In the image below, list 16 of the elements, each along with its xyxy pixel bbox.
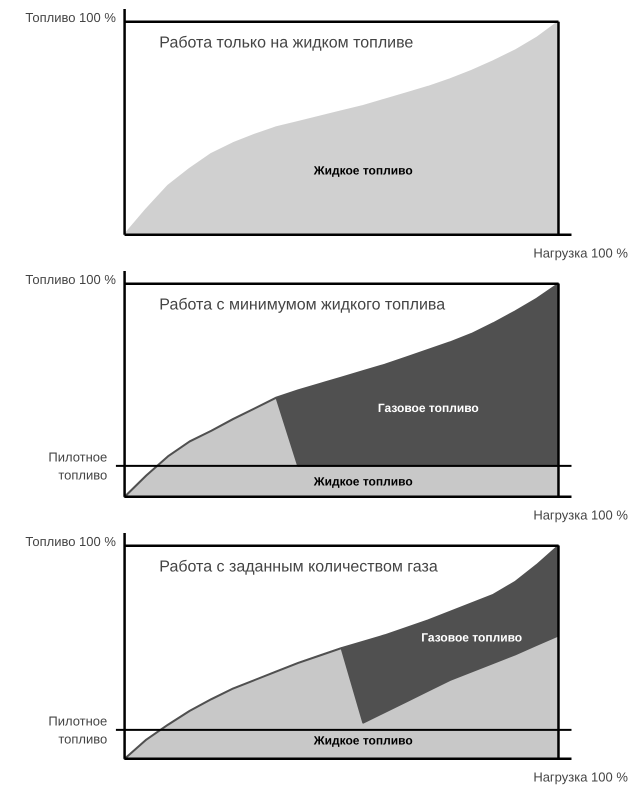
series-label: Жидкое топливо xyxy=(312,474,413,488)
ref-line-label: Пилотное топливо xyxy=(48,713,108,746)
x-axis-title: Нагрузка 100 % xyxy=(533,507,628,522)
y-axis-title: Топливо 100 % xyxy=(25,272,116,288)
text: Работа с минимумом жидкого топлива xyxy=(159,296,446,314)
series-label: Газовое топливо xyxy=(421,630,522,644)
ref-line-label: Пилотное топливо xyxy=(48,449,108,482)
x-axis-title: Нагрузка 100 % xyxy=(533,245,628,260)
text: Работа с заданным количеством газа xyxy=(159,558,438,576)
y-axis-title: Топливо 100 % xyxy=(25,10,116,26)
text: Работа только на жидком топливе xyxy=(159,34,414,52)
series-label: Газовое топливо xyxy=(378,400,479,415)
series-label: Жидкое топливо xyxy=(312,163,413,178)
y-axis-title: Топливо 100 % xyxy=(25,534,116,550)
x-axis-title: Нагрузка 100 % xyxy=(533,769,628,784)
series-label: Жидкое топливо xyxy=(312,734,413,748)
